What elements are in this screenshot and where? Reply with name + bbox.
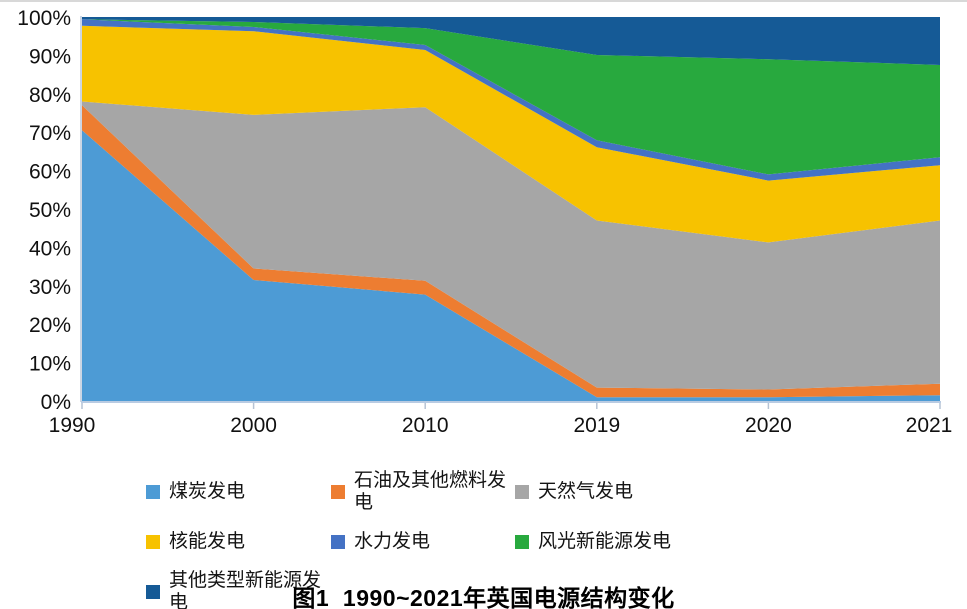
legend-item-wind-solar: 风光新能源发电 (515, 531, 835, 553)
y-tick-label: 100% (17, 7, 71, 30)
x-tick-label: 2010 (402, 414, 449, 437)
legend-swatch-hydro (331, 535, 345, 549)
y-tick-label: 60% (29, 161, 71, 184)
legend-swatch-oil-other-fuel (331, 485, 345, 499)
x-tick-label: 2019 (573, 414, 620, 437)
y-tick-label: 40% (29, 237, 71, 260)
x-tick-label: 2020 (745, 414, 792, 437)
y-tick-label: 10% (29, 353, 71, 376)
legend-swatch-natural-gas (515, 485, 529, 499)
area-other-new-energy (82, 17, 940, 65)
legend-swatch-wind-solar (515, 535, 529, 549)
legend-label: 天然气发电 (538, 481, 634, 502)
legend: 煤炭发电 石油及其他燃料发电 天然气发电核能发电 水力发电 风光新能源发电其他类型新能源… (146, 470, 835, 609)
legend-swatch-coal (146, 485, 160, 499)
legend-label: 其他类型新能源发电 (169, 570, 322, 609)
x-tick-label: 1990 (49, 414, 96, 437)
y-tick-label: 20% (29, 314, 71, 337)
x-tick-label: 2021 (906, 414, 953, 437)
legend-item-natural-gas: 天然气发电 (515, 470, 835, 514)
y-tick-label: 70% (29, 122, 71, 145)
legend-item-other-new-energy: 其他类型新能源发电 (146, 570, 331, 609)
y-tick-label: 0% (41, 391, 71, 414)
y-tick-label: 90% (29, 45, 71, 68)
area-oil-other-fuel (82, 105, 940, 398)
y-tick-label: 30% (29, 276, 71, 299)
legend-item-oil-other-fuel: 石油及其他燃料发电 (331, 470, 515, 514)
area-natural-gas (82, 101, 940, 390)
figure-caption: 图1 1990~2021年英国电源结构变化 (292, 585, 675, 609)
area-coal (82, 130, 940, 402)
legend-swatch-other-new-energy (146, 585, 160, 599)
stacked-area-chart: 0% 10% 20% 30% 40% 50% 60% 70% 80% 90% 100% 1990 200… (17, 7, 953, 437)
legend-label: 风光新能源发电 (538, 531, 672, 552)
legend-label: 石油及其他燃料发电 (354, 470, 507, 513)
legend-item-hydro: 水力发电 (331, 531, 515, 553)
area-nuclear (82, 25, 940, 243)
y-tick-label: 50% (29, 199, 71, 222)
legend-label: 核能发电 (169, 531, 246, 552)
legend-item-nuclear: 核能发电 (146, 531, 331, 553)
legend-label: 煤炭发电 (169, 481, 246, 502)
y-tick-label: 80% (29, 84, 71, 107)
x-tick-label: 2000 (230, 414, 277, 437)
legend-label: 水力发电 (354, 531, 431, 552)
area-wind-solar (82, 19, 940, 175)
legend-item-coal: 煤炭发电 (146, 470, 331, 514)
legend-swatch-nuclear (146, 535, 160, 549)
